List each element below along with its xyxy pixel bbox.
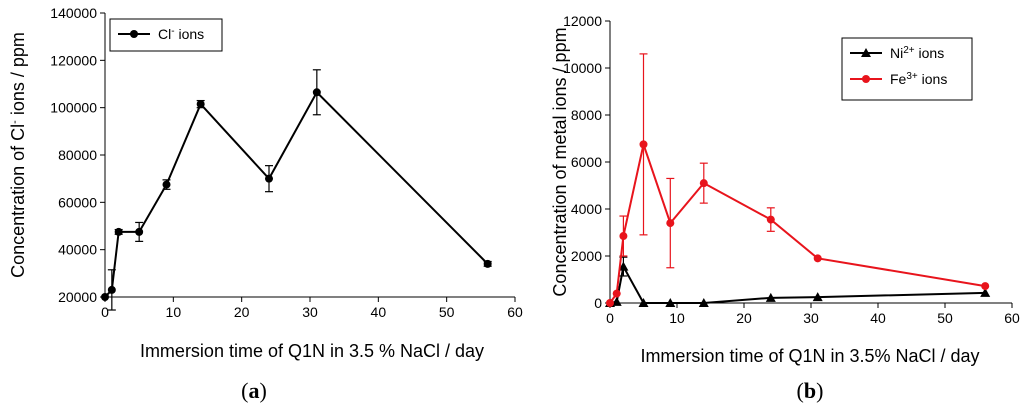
- panel-b-legend-label-pre: Fe: [890, 71, 907, 87]
- panel-b-x-tick-label: 0: [606, 310, 614, 326]
- panel-b-legend-label-post: ions: [918, 71, 948, 87]
- panel-a-series-cl-ions-point: [312, 88, 321, 97]
- panel-a: Concentration of Cl- ions / ppm Immersio…: [8, 5, 523, 403]
- panel-b-legend-box: [841, 37, 973, 101]
- panel-a-series-cl-ions-line: [104, 90, 489, 298]
- panel-a-y-axis-title-post: ions / ppm: [8, 32, 28, 120]
- panel-a-legend-label-post: ions: [175, 26, 205, 42]
- panel-b-series-fe3-ions-point: [639, 140, 648, 149]
- panel-a-ticks: 0 10 20 30 40 50 60 20000 40000 60000 80000 100000 1…: [50, 5, 523, 320]
- panel-b-legend-marker: [861, 48, 871, 57]
- panel-b-series-ni2-ions-line: [609, 263, 986, 304]
- panel-b-x-tick-label: 10: [669, 310, 685, 326]
- panel-a-legend-label-pre: Cl: [158, 26, 171, 42]
- panel-b-plot-area: [605, 53, 991, 307]
- panel-b-label-open: (: [797, 378, 804, 403]
- panel-a-series-cl-ions-point: [483, 259, 492, 268]
- panel-a-y-tick-label: 40000: [58, 242, 97, 258]
- panel-b-legend-label-pre: Ni: [890, 45, 903, 61]
- panel-b-legend-label-post: ions: [915, 45, 945, 61]
- panel-b-series-ni2-ions-point: [765, 292, 776, 302]
- panel-a-y-axis-title-sup: -: [9, 120, 21, 124]
- panel-a-series-cl-ions-point: [107, 285, 116, 294]
- panel-b-x-tick-label: 30: [803, 310, 819, 326]
- panel-a-legend-label: Cl- ions: [158, 26, 204, 43]
- panel-a-y-axis-title-pre: Concentration of Cl: [8, 124, 28, 278]
- panel-a-y-tick-label: 80000: [58, 147, 97, 163]
- panel-b-ticks: 0 10 20 30 40 50 60 0 2000 4000 6000 8000 10000 12000: [563, 13, 1020, 326]
- panel-b-label-letter: b: [804, 378, 816, 403]
- panel-b-series-fe3-ions-point: [606, 299, 614, 307]
- panel-a-x-tick-label: 50: [439, 304, 455, 320]
- panel-a-series-cl-ions-point: [265, 174, 273, 183]
- panel-b-series-fe3-ions-line: [609, 140, 986, 304]
- panel-b-y-tick-label: 2000: [571, 248, 602, 264]
- panel-b-series-fe3-ions-point: [666, 219, 675, 228]
- panel-a-x-tick-label: 20: [234, 304, 250, 320]
- panel-b-y-tick-label: 8000: [571, 107, 602, 123]
- panel-b-y-tick-label: 10000: [563, 60, 602, 76]
- panel-b-series-ni2-ions-point: [698, 298, 709, 307]
- panel-a-legend: Cl- ions: [109, 18, 223, 52]
- panel-a-label: (a): [241, 378, 267, 403]
- panel-a-y-tick-label: 20000: [58, 289, 97, 305]
- panel-b-series-fe3-ions-point: [766, 215, 775, 224]
- panel-b-legend-label-sup: 3+: [906, 71, 918, 82]
- panel-b-x-tick-label: 40: [870, 310, 886, 326]
- panel-b-series-ni2-ions-point: [638, 298, 649, 307]
- panel-b-legend-label: Ni2+ ions: [890, 45, 944, 62]
- panel-b-x-tick-label: 50: [937, 310, 953, 326]
- panel-a-x-tick-label: 10: [166, 304, 182, 320]
- panel-b-x-axis-title: Immersion time of Q1N in 3.5% NaCl / day: [640, 346, 979, 366]
- panel-b-series-ni2-ions-point: [980, 287, 991, 297]
- panel-a-series-cl-ions-point: [101, 293, 109, 301]
- panel-b-x-tick-label: 20: [736, 310, 752, 326]
- panel-b-y-tick-label: 6000: [571, 154, 602, 170]
- panel-a-series-cl-ions-point: [196, 100, 205, 109]
- panel-a-legend-label-sup: -: [171, 26, 174, 37]
- panel-b-y-axis-title: Concentration of metal ions / ppm: [550, 27, 570, 296]
- panel-b-series-ni2-ions-point: [665, 298, 676, 307]
- panel-b-series-fe3-ions-point: [981, 282, 990, 291]
- panel-b-series-fe3-ions-point: [813, 254, 822, 263]
- panel-a-x-axis-title: Immersion time of Q1N in 3.5 % NaCl / da…: [140, 341, 484, 361]
- panel-b-series-ni2-ions-point: [611, 296, 622, 306]
- panel-a-series-cl-ions-point: [114, 227, 123, 236]
- panel-a-y-tick-label: 140000: [50, 5, 97, 21]
- panel-a-series-cl-ions-point: [135, 227, 144, 236]
- panel-b-series-fe3-ions-point: [619, 232, 628, 241]
- panel-b-y-tick-label: 0: [594, 295, 602, 311]
- panel-a-label-close: ): [260, 378, 267, 403]
- panel-a-y-tick-label: 60000: [58, 194, 97, 210]
- panel-a-series-cl-ions-point: [162, 180, 171, 189]
- panel-b-label: (b): [797, 378, 824, 403]
- panel-b-x-tick-label: 60: [1004, 310, 1020, 326]
- panel-a-x-tick-label: 0: [101, 304, 109, 320]
- panel-a-x-tick-label: 30: [302, 304, 318, 320]
- panel-a-label-open: (: [241, 378, 248, 403]
- panel-b-series-fe3-ions-point: [699, 179, 708, 188]
- panel-b-series-ni2-ions-point: [812, 292, 823, 302]
- panel-a-legend-marker: [130, 30, 138, 38]
- panel-b-legend-marker: [862, 75, 870, 83]
- panel-a-y-tick-label: 120000: [50, 52, 97, 68]
- panel-a-label-letter: a: [249, 378, 260, 403]
- panel-b-y-tick-label: 4000: [571, 201, 602, 217]
- panel-a-x-tick-label: 60: [507, 304, 523, 320]
- panel-b-series-ni2-ions-point: [618, 261, 629, 271]
- panel-b: Concentration of metal ions / ppm Immers…: [550, 13, 1020, 403]
- panel-a-y-axis-title: Concentration of Cl- ions / ppm: [8, 32, 28, 278]
- panel-a-x-tick-label: 40: [371, 304, 387, 320]
- panel-b-y-tick-label: 12000: [563, 13, 602, 29]
- panel-a-plot-area: [101, 69, 492, 311]
- panel-b-legend-label: Fe3+ ions: [890, 71, 947, 88]
- panel-b-series-fe3-ions-point: [612, 289, 621, 298]
- panel-a-y-tick-label: 100000: [50, 100, 97, 116]
- panel-b-label-close: ): [816, 378, 823, 403]
- panel-b-legend-label-sup: 2+: [903, 45, 915, 56]
